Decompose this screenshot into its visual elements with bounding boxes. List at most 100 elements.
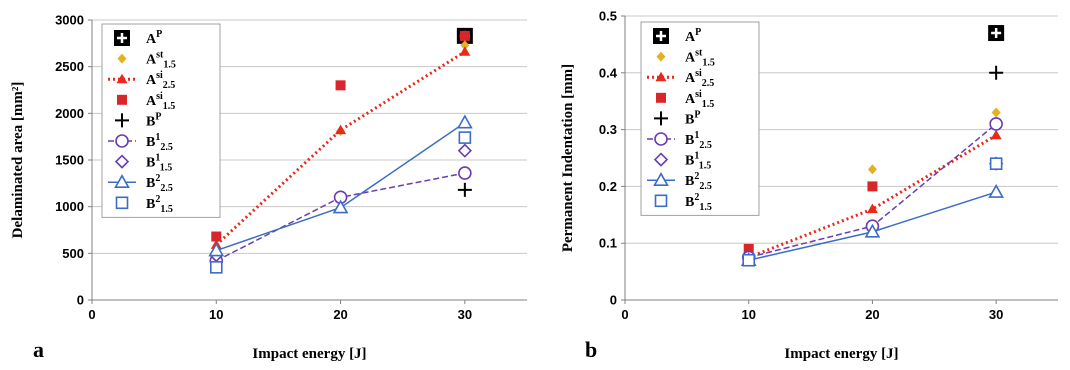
data-point xyxy=(989,157,1003,170)
legend-marker xyxy=(116,73,128,84)
legend-item: Asi1.5 xyxy=(117,91,175,112)
x-axis-label: Impact energy [J] xyxy=(252,346,366,362)
legend-label: BP xyxy=(146,111,161,129)
series-Asi25 xyxy=(743,129,1002,262)
legend-item: B21.5 xyxy=(654,192,712,213)
legend-item: B12.5 xyxy=(647,130,712,151)
legend-label: Asi1.5 xyxy=(685,89,714,110)
legend-marker-cross xyxy=(117,33,127,43)
legend-item: Asi2.5 xyxy=(647,68,714,89)
chart-panel-b: 0 0.1 0.2 0.3 0.4 0.5 0 10 20 30 Impact energy [J]… xyxy=(560,9,1058,362)
panel-label: b xyxy=(585,337,597,362)
series-BP xyxy=(457,182,472,197)
data-point xyxy=(742,253,756,267)
chart-panel-a: 0 500 1000 1500 2000 2500 3000 0 10 20 30 Impact en… xyxy=(10,13,527,362)
legend-label: Ast1.5 xyxy=(146,50,176,71)
legend-marker xyxy=(117,53,127,64)
x-tick-label: 20 xyxy=(333,307,347,322)
legend-label: Asi2.5 xyxy=(146,70,175,91)
data-point xyxy=(867,181,878,192)
data-point xyxy=(989,65,1004,80)
legend-item: B11.5 xyxy=(114,153,172,174)
series-Ast15 xyxy=(867,107,1001,175)
legend-item: B22.5 xyxy=(647,171,712,192)
data-point xyxy=(335,124,347,135)
y-tick-label: 0 xyxy=(610,293,617,308)
data-point xyxy=(458,131,472,144)
legend-marker xyxy=(115,196,129,210)
legend-label: B22.5 xyxy=(685,171,712,192)
legend-marker xyxy=(117,94,127,105)
legend-label: Ast1.5 xyxy=(685,48,715,69)
data-point xyxy=(989,117,1003,131)
legend-item: BP xyxy=(115,111,161,129)
y-tick-label: 3000 xyxy=(55,13,84,28)
x-tick-label: 10 xyxy=(209,307,223,322)
data-point xyxy=(864,223,881,238)
series-B2_15 xyxy=(742,157,1003,267)
legend-marker xyxy=(114,154,130,169)
legend-label: B12.5 xyxy=(685,130,712,151)
legend-label: Asi2.5 xyxy=(685,68,714,89)
series-line xyxy=(215,50,466,247)
panel-label: a xyxy=(33,337,44,362)
legend-marker xyxy=(114,174,130,188)
legend-marker xyxy=(115,134,129,148)
legend-marker xyxy=(115,113,129,128)
legend-item: B12.5 xyxy=(108,132,173,153)
legend-item: Asi2.5 xyxy=(108,70,175,91)
y-tick-label: 500 xyxy=(62,246,84,261)
data-point xyxy=(991,107,1001,118)
legend-marker xyxy=(653,28,669,44)
y-tick-label: 0.5 xyxy=(599,9,617,24)
series-Asi25 xyxy=(210,46,471,249)
y-tick-label: 2500 xyxy=(55,59,84,74)
series-line xyxy=(216,122,466,252)
legend-item: B22.5 xyxy=(108,173,173,194)
legend-label: B22.5 xyxy=(146,173,173,194)
legend-label: B21.5 xyxy=(685,192,712,213)
legend-marker xyxy=(654,111,668,126)
x-tick-label: 0 xyxy=(88,307,95,322)
data-point xyxy=(460,40,470,51)
series-B2_15 xyxy=(209,131,472,274)
legend-marker xyxy=(653,172,669,186)
legend-marker xyxy=(114,30,130,46)
legend-label: B12.5 xyxy=(146,132,173,153)
y-tick-label: 2000 xyxy=(55,106,84,121)
data-point xyxy=(456,114,473,129)
data-point xyxy=(457,182,472,197)
series-line xyxy=(748,133,997,259)
legend-marker xyxy=(653,152,669,167)
series-BP xyxy=(989,65,1004,80)
data-point xyxy=(332,199,349,214)
series-AP xyxy=(988,25,1005,42)
legend-item: Asi1.5 xyxy=(656,89,714,110)
legend-item: B11.5 xyxy=(653,151,711,172)
x-tick-label: 30 xyxy=(989,307,1003,322)
legend-marker xyxy=(656,92,666,103)
legend-item: Ast1.5 xyxy=(656,48,715,69)
series-B2_25 xyxy=(208,114,473,257)
legend-item: BP xyxy=(654,109,700,127)
data-point xyxy=(990,129,1002,140)
legend-marker xyxy=(654,132,668,146)
legend-item: Ast1.5 xyxy=(117,50,176,71)
x-tick-label: 0 xyxy=(621,307,628,322)
data-point xyxy=(743,243,754,254)
series-Asi15 xyxy=(743,181,878,254)
data-point xyxy=(988,183,1005,198)
x-axis-label: Impact energy [J] xyxy=(784,346,898,362)
series-B2_25 xyxy=(740,183,1005,267)
legend-item: AP xyxy=(114,29,162,47)
data-point xyxy=(458,166,472,180)
data-point xyxy=(209,261,223,274)
legend-label: Asi1.5 xyxy=(146,91,175,112)
data-point xyxy=(867,164,877,175)
x-tick-label: 20 xyxy=(865,307,879,322)
data-point xyxy=(988,25,1005,42)
data-point xyxy=(335,80,346,91)
x-tick-label: 30 xyxy=(458,307,472,322)
y-tick-label: 0 xyxy=(77,293,84,308)
legend-label: B11.5 xyxy=(685,151,711,172)
